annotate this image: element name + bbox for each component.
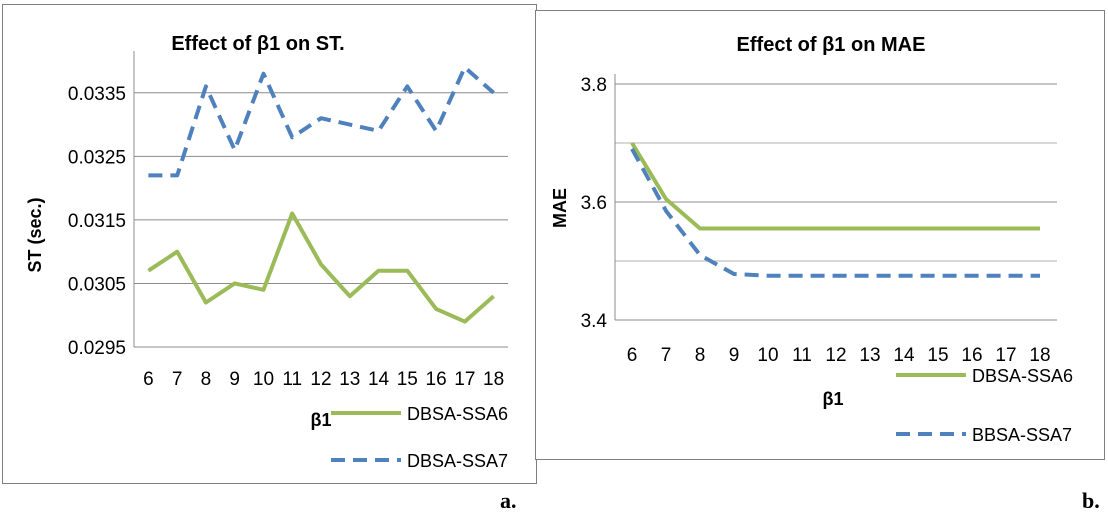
y-tick-label: 0.0305 — [68, 274, 126, 295]
x-axis-label: β1 — [311, 410, 332, 430]
x-tick-label: 9 — [729, 345, 740, 366]
x-tick-label: 7 — [661, 345, 672, 366]
x-tick-label: 14 — [893, 345, 915, 366]
legend-label: DBSA-SSA7 — [407, 451, 508, 471]
chart-title: Effect of β1 on ST. — [171, 33, 344, 55]
chart-st-svg: Effect of β1 on ST. 0.0295 0.0305 0.0315 0.0… — [25, 33, 508, 471]
series-line-dbsa-ssa6 — [147, 211, 495, 324]
x-axis-label: β1 — [823, 389, 844, 409]
series-line-dbsa-ssa6 — [630, 141, 1040, 231]
legend-label: DBSA-SSA6 — [407, 404, 508, 424]
x-tick-label: 6 — [627, 345, 638, 366]
chart-panel-mae: Effect of β1 on MAE 3.4 3.6 3.8 6 7 8 9 10 11 12 13… — [535, 10, 1105, 460]
x-tick-label: 6 — [143, 369, 154, 390]
x-tick-label: 11 — [792, 345, 812, 366]
y-tick-label: 0.0325 — [68, 147, 126, 168]
x-tick-label: 8 — [695, 345, 706, 366]
x-tick-label: 16 — [426, 369, 447, 390]
x-tick-label: 15 — [927, 345, 948, 366]
x-tick-label: 8 — [201, 369, 212, 390]
y-tick-label: 0.0335 — [68, 84, 126, 105]
y-tick-label: 3.8 — [581, 75, 607, 96]
x-tick-label: 10 — [253, 369, 274, 390]
subfigure-label-b: b. — [1082, 488, 1100, 513]
chart-mae-svg: Effect of β1 on MAE 3.4 3.6 3.8 6 7 8 9 10 11 12 13… — [550, 34, 1073, 445]
x-tick-label: 14 — [368, 369, 390, 390]
x-tick-label: 13 — [339, 369, 360, 390]
y-tick-label: 3.6 — [581, 193, 607, 214]
x-tick-label: 18 — [483, 369, 504, 390]
x-tick-label: 16 — [961, 345, 982, 366]
y-axis-label: MAE — [550, 188, 570, 228]
chart-panel-st: Effect of β1 on ST. 0.0295 0.0305 0.0315 0.0… — [2, 4, 537, 484]
series-line-bbsa-ssa7 — [630, 147, 1040, 278]
chart-title: Effect of β1 on MAE — [737, 34, 926, 56]
subfigure-label-a: a. — [500, 488, 517, 513]
x-tick-label: 10 — [757, 345, 778, 366]
legend-label: DBSA-SSA6 — [972, 366, 1073, 386]
x-tick-label: 11 — [282, 369, 302, 390]
y-tick-label: 3.4 — [581, 311, 608, 332]
x-tick-label: 15 — [397, 369, 418, 390]
x-tick-label: 17 — [454, 369, 475, 390]
x-tick-label: 7 — [172, 369, 183, 390]
x-tick-label: 12 — [825, 345, 846, 366]
y-axis-label: ST (sec.) — [25, 197, 45, 272]
legend-label: BBSA-SSA7 — [972, 425, 1072, 445]
x-tick-label: 9 — [229, 369, 240, 390]
y-tick-label: 0.0295 — [68, 338, 126, 359]
y-tick-label: 0.0315 — [68, 211, 126, 232]
x-tick-label: 18 — [1029, 345, 1050, 366]
x-tick-label: 17 — [995, 345, 1016, 366]
series-line-dbsa-ssa7 — [148, 65, 495, 178]
x-tick-label: 13 — [859, 345, 880, 366]
x-tick-label: 12 — [310, 369, 331, 390]
